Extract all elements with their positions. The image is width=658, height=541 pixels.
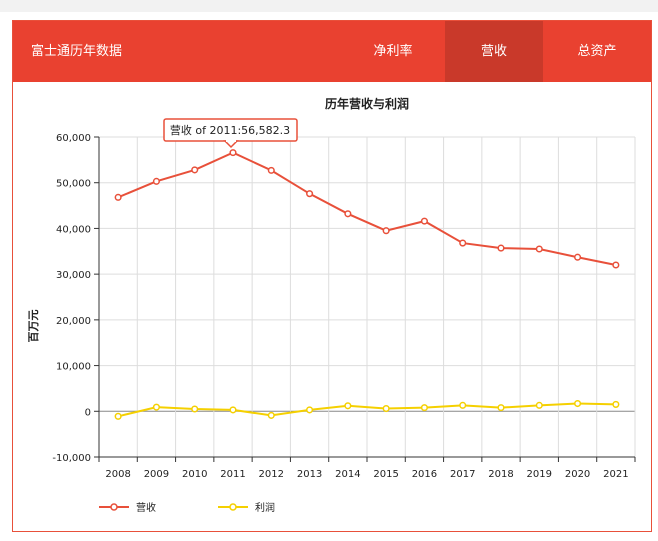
data-point [114,412,122,420]
x-tick-label: 2020 [565,469,590,480]
legend: 营收 利润 [99,501,275,514]
x-tick-label: 2012 [259,469,284,480]
line-chart: 历年营收与利润 -10,000 0 10,000 20,000 30,000 40,000… [27,96,636,514]
series-line-revenue [117,151,617,266]
data-point [229,406,237,414]
header-bar: 富士通历年数据 净利率 营收 总资产 [13,21,651,82]
data-point [344,402,352,410]
data-point [114,193,122,201]
data-point [459,401,467,409]
app-title: 富士通历年数据 [31,44,123,59]
tab-revenue[interactable]: 营收 [445,21,543,82]
chart-card: 富士通历年数据 净利率 营收 总资产 历年营收与利润 -10,000 0 10,00… [12,20,652,532]
y-tick-label: -10,000 [52,453,91,464]
data-point [267,166,275,174]
legend-label: 利润 [255,501,275,514]
series-group [114,149,620,420]
y-tick-label: 0 [85,407,91,418]
x-tick-label: 2016 [412,469,437,480]
x-tick-label: 2010 [182,469,207,480]
data-point [191,166,199,174]
y-tick-label: 50,000 [56,179,91,190]
data-point [612,400,620,408]
x-tick-label: 2014 [335,469,360,480]
y-tick-label: 20,000 [56,316,91,327]
x-tick-label: 2018 [488,469,513,480]
data-point [459,239,467,247]
x-tick-label: 2013 [297,469,322,480]
data-point [420,217,428,225]
x-tick-label: 2015 [373,469,398,480]
data-point [382,404,390,413]
tooltip: 营收 of 2011:56,582.3 [163,118,298,149]
y-axis-label: 百万元 [27,310,40,343]
data-point [420,404,428,412]
tab-total-assets[interactable]: 总资产 [577,44,617,59]
x-tick-label: 2008 [105,469,130,480]
legend-marker [110,503,118,511]
data-point [191,405,199,413]
x-tick-label: 2011 [220,469,245,480]
y-tick-label: 40,000 [56,224,91,235]
x-tick-label: 2019 [527,469,552,480]
top-strip [0,0,658,12]
x-tick-label: 2021 [603,469,628,480]
data-point [152,177,160,185]
legend-label: 营收 [136,501,156,514]
tooltip-arrow-mask [226,139,236,142]
chart-title: 历年营收与利润 [325,96,409,111]
series-line-profit [117,402,616,418]
x-tick-label: 2017 [450,469,475,480]
y-tick-label: 60,000 [56,133,91,144]
axes: -10,000 0 10,000 20,000 30,000 40,000 50,000 60… [52,133,636,480]
tooltip-text: 营收 of 2011:56,582.3 [170,123,290,137]
data-point [306,190,314,198]
data-point [267,411,275,419]
data-point [574,399,582,408]
data-point [344,210,352,218]
data-point [497,404,505,412]
data-point [535,245,543,253]
data-point [382,227,390,235]
data-point [574,253,582,261]
y-tick-label: 10,000 [56,362,91,373]
tab-net-margin[interactable]: 净利率 [373,44,413,59]
data-point [612,261,620,269]
data-point [229,149,237,157]
legend-marker [229,503,237,511]
x-tick-label: 2009 [144,469,169,480]
data-point [152,403,160,411]
y-tick-label: 30,000 [56,270,91,281]
data-point [497,244,505,252]
data-point [535,401,543,409]
chart-area: 历年营收与利润 -10,000 0 10,000 20,000 30,000 40,000… [13,82,651,531]
data-point [306,406,314,414]
